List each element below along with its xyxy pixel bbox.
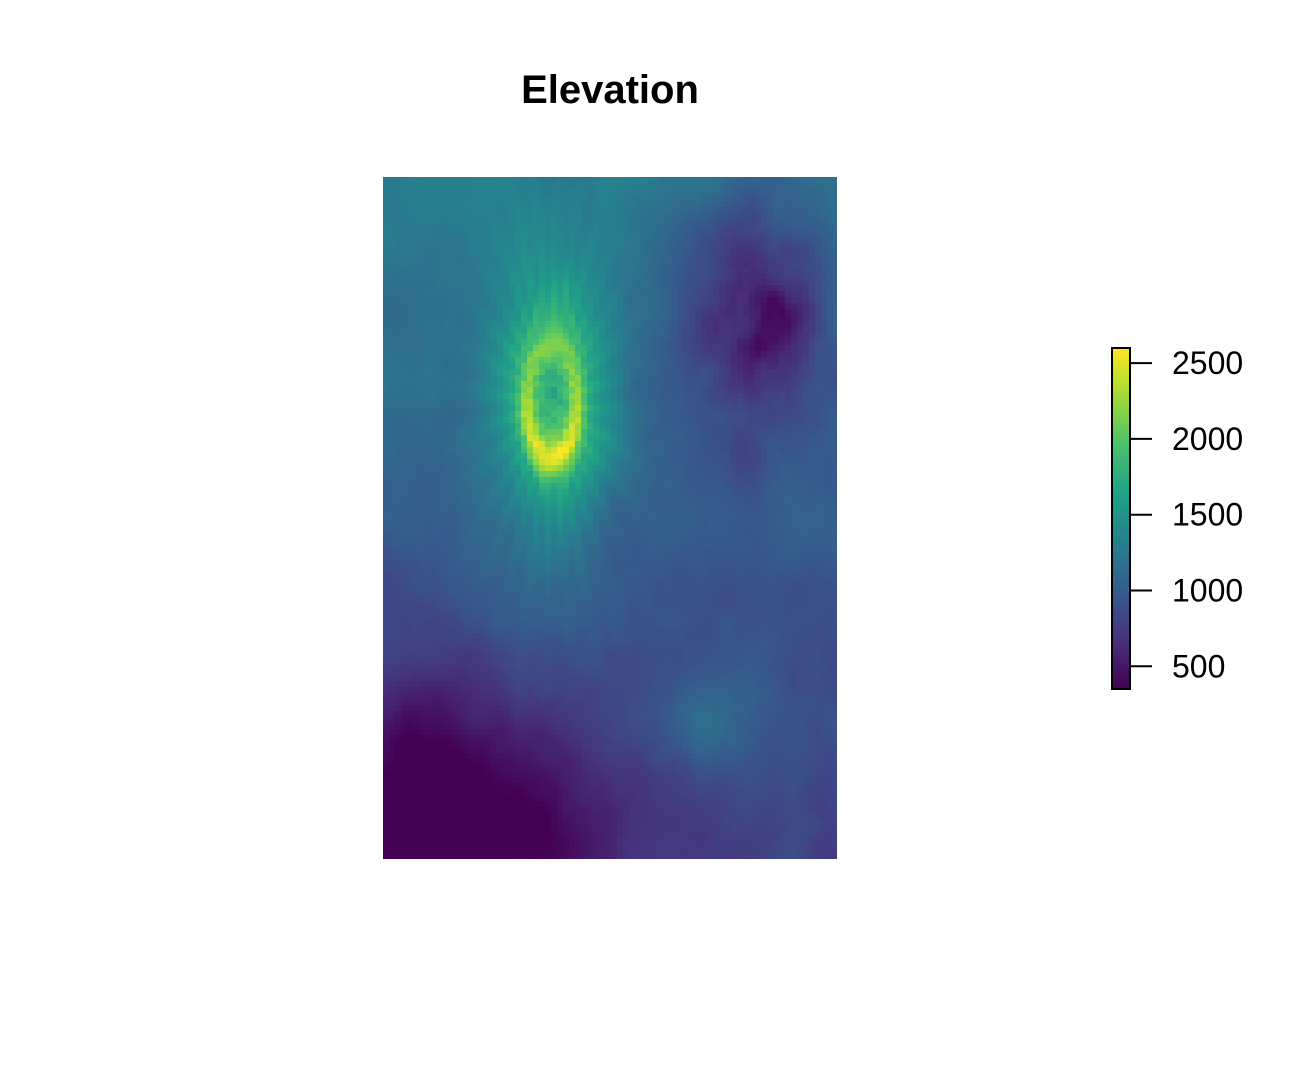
chart-title: Elevation — [521, 68, 699, 112]
colorbar-tick-label: 2000 — [1172, 421, 1243, 457]
colorbar-legend: 500 1000 1500 2000 2500 — [1111, 345, 1243, 690]
colorbar-border — [1111, 347, 1131, 690]
elevation-raster — [383, 177, 837, 859]
colorbar-tick-label: 1000 — [1172, 572, 1243, 608]
colorbar-tick-label: 1500 — [1172, 497, 1243, 533]
colorbar-tick-label: 2500 — [1172, 345, 1243, 381]
colorbar-tick-label: 500 — [1172, 648, 1225, 684]
